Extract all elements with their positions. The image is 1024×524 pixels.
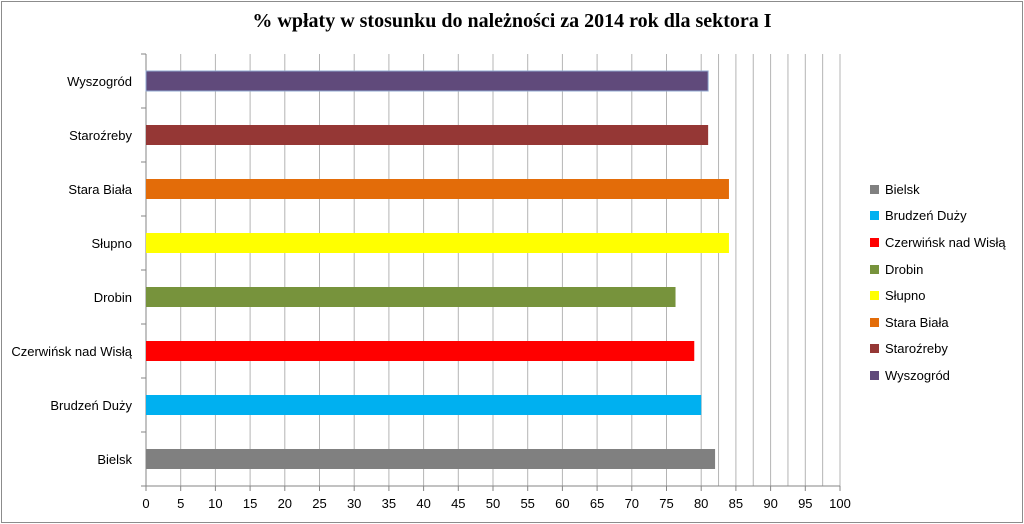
legend-swatch [870,211,879,221]
x-tick-label: 35 [382,496,396,511]
y-category-label: Stara Biała [68,182,132,197]
legend-item: Wyszogród [870,362,1020,389]
x-tick-label: 60 [555,496,569,511]
legend-swatch [870,317,879,327]
x-tick-label: 95 [798,496,812,511]
legend-item: Bielsk [870,176,1020,203]
bar-słupno [146,233,729,253]
x-tick-label: 65 [590,496,604,511]
y-category-label: Wyszogród [67,74,132,89]
legend-item: Słupno [870,282,1020,309]
legend-label: Staroźreby [885,341,948,357]
legend-label: Słupno [885,288,926,304]
chart-title: % wpłaty w stosunku do należności za 201… [252,10,772,32]
legend-swatch [870,264,879,274]
chart-legend: Bielsk Brudzeń Duży Czerwińsk nad Wisłą Dro… [870,176,1020,389]
legend-label: Czerwińsk nad Wisłą [885,234,1006,250]
legend-swatch [870,370,879,380]
legend-swatch [870,344,879,354]
bar-czerwińsk-nad-wisłą [146,341,695,361]
x-tick-label: 80 [694,496,708,511]
y-category-label: Drobin [94,290,132,305]
bar-bielsk [146,449,716,469]
bar-drobin [146,287,676,307]
y-category-label: Brudzeń Duży [50,398,132,413]
x-tick-label: 40 [416,496,430,511]
legend-label: Wyszogród [885,367,950,383]
x-tick-label: 90 [763,496,777,511]
x-tick-label: 70 [625,496,639,511]
x-tick-label: 50 [486,496,500,511]
y-category-label: Bielsk [97,452,132,467]
y-category-label: Czerwińsk nad Wisłą [11,344,132,359]
x-tick-label: 5 [177,496,184,511]
x-tick-label: 100 [829,496,851,511]
x-tick-label: 55 [520,496,534,511]
legend-label: Brudzeń Duży [885,208,967,224]
legend-label: Drobin [885,261,924,277]
legend-swatch [870,184,879,194]
legend-item: Brudzeń Duży [870,203,1020,230]
bar-stara-biała [146,179,729,199]
legend-item: Stara Biała [870,309,1020,336]
x-tick-label: 30 [347,496,361,511]
x-tick-label: 25 [312,496,326,511]
bar-staroźreby [146,125,709,145]
legend-label: Stara Biała [885,314,949,330]
legend-item: Drobin [870,256,1020,283]
legend-swatch [870,291,879,301]
x-tick-label: 45 [451,496,465,511]
bar-brudzeń-duży [146,395,702,415]
y-category-label: Staroźreby [69,128,132,143]
legend-item: Czerwińsk nad Wisłą [870,229,1020,256]
bar-wyszogród [145,70,709,92]
x-tick-label: 20 [278,496,292,511]
x-tick-label: 75 [659,496,673,511]
x-tick-label: 10 [208,496,222,511]
x-tick-label: 85 [729,496,743,511]
legend-swatch [870,237,879,247]
x-tick-label: 0 [142,496,149,511]
y-category-label: Słupno [92,236,132,251]
x-tick-label: 15 [243,496,257,511]
legend-item: Staroźreby [870,336,1020,363]
legend-label: Bielsk [885,181,920,197]
